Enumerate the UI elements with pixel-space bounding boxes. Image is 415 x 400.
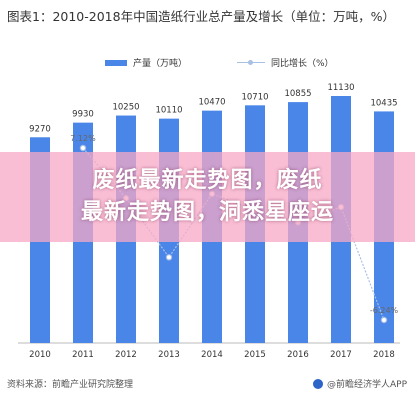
banner-line-2: 最新走势图，洞悉星座运	[80, 200, 334, 225]
brand-mark: @前瞻经济学人APP	[312, 377, 407, 390]
x-tick-2010: 2010	[29, 350, 51, 360]
growth-point-2018	[380, 316, 388, 324]
growth-point-2011	[79, 144, 87, 152]
overlay-banner-text: 废纸最新走势图，废纸 最新走势图，洞悉星座运	[0, 165, 415, 229]
banner-line-1: 废纸最新走势图，废纸	[92, 168, 323, 193]
chart-title: 图表1：2010-2018年中国造纸行业总产量及增长（单位：万吨，%）	[7, 9, 395, 24]
overlay-banner	[0, 152, 415, 242]
bar-label-2018: 10435	[370, 98, 397, 108]
bar-label-2016: 10855	[284, 89, 311, 99]
legend-item-growth: 同比增长（%）	[237, 56, 334, 69]
x-tick-2013: 2013	[158, 350, 180, 360]
bar-label-2014: 10470	[198, 98, 225, 108]
brand-text: @前瞻经济学人APP	[326, 380, 407, 390]
bar-label-2013: 10110	[155, 106, 182, 116]
brand-logo-icon	[312, 378, 323, 389]
bar-label-2015: 10710	[241, 92, 268, 102]
x-tick-2012: 2012	[115, 350, 137, 360]
legend-label-output: 产量（万吨）	[133, 59, 188, 69]
legend: 产量（万吨） 同比增长（%）	[105, 56, 405, 72]
x-tick-2018: 2018	[373, 350, 395, 360]
x-tick-2017: 2017	[330, 350, 352, 360]
source-note: 资料来源：前瞻产业研究院整理	[7, 380, 134, 390]
x-tick-2016: 2016	[287, 350, 309, 360]
growth-point-2013	[165, 254, 173, 261]
bar-label-2012: 10250	[112, 103, 139, 113]
bar-label-2011: 9930	[72, 110, 94, 120]
legend-line-swatch	[237, 59, 265, 67]
x-tick-2015: 2015	[244, 350, 266, 360]
legend-label-growth: 同比增长（%）	[271, 59, 334, 69]
x-tick-2014: 2014	[201, 350, 223, 360]
legend-item-output: 产量（万吨）	[105, 56, 187, 69]
growth-label-2018: -6.24%	[370, 306, 399, 315]
bar-label-2010: 9270	[29, 124, 51, 134]
legend-bar-swatch	[105, 59, 127, 66]
growth-label-2011: 7.12%	[70, 134, 96, 143]
x-tick-2011: 2011	[72, 350, 94, 360]
bar-label-2017: 11130	[327, 83, 354, 93]
